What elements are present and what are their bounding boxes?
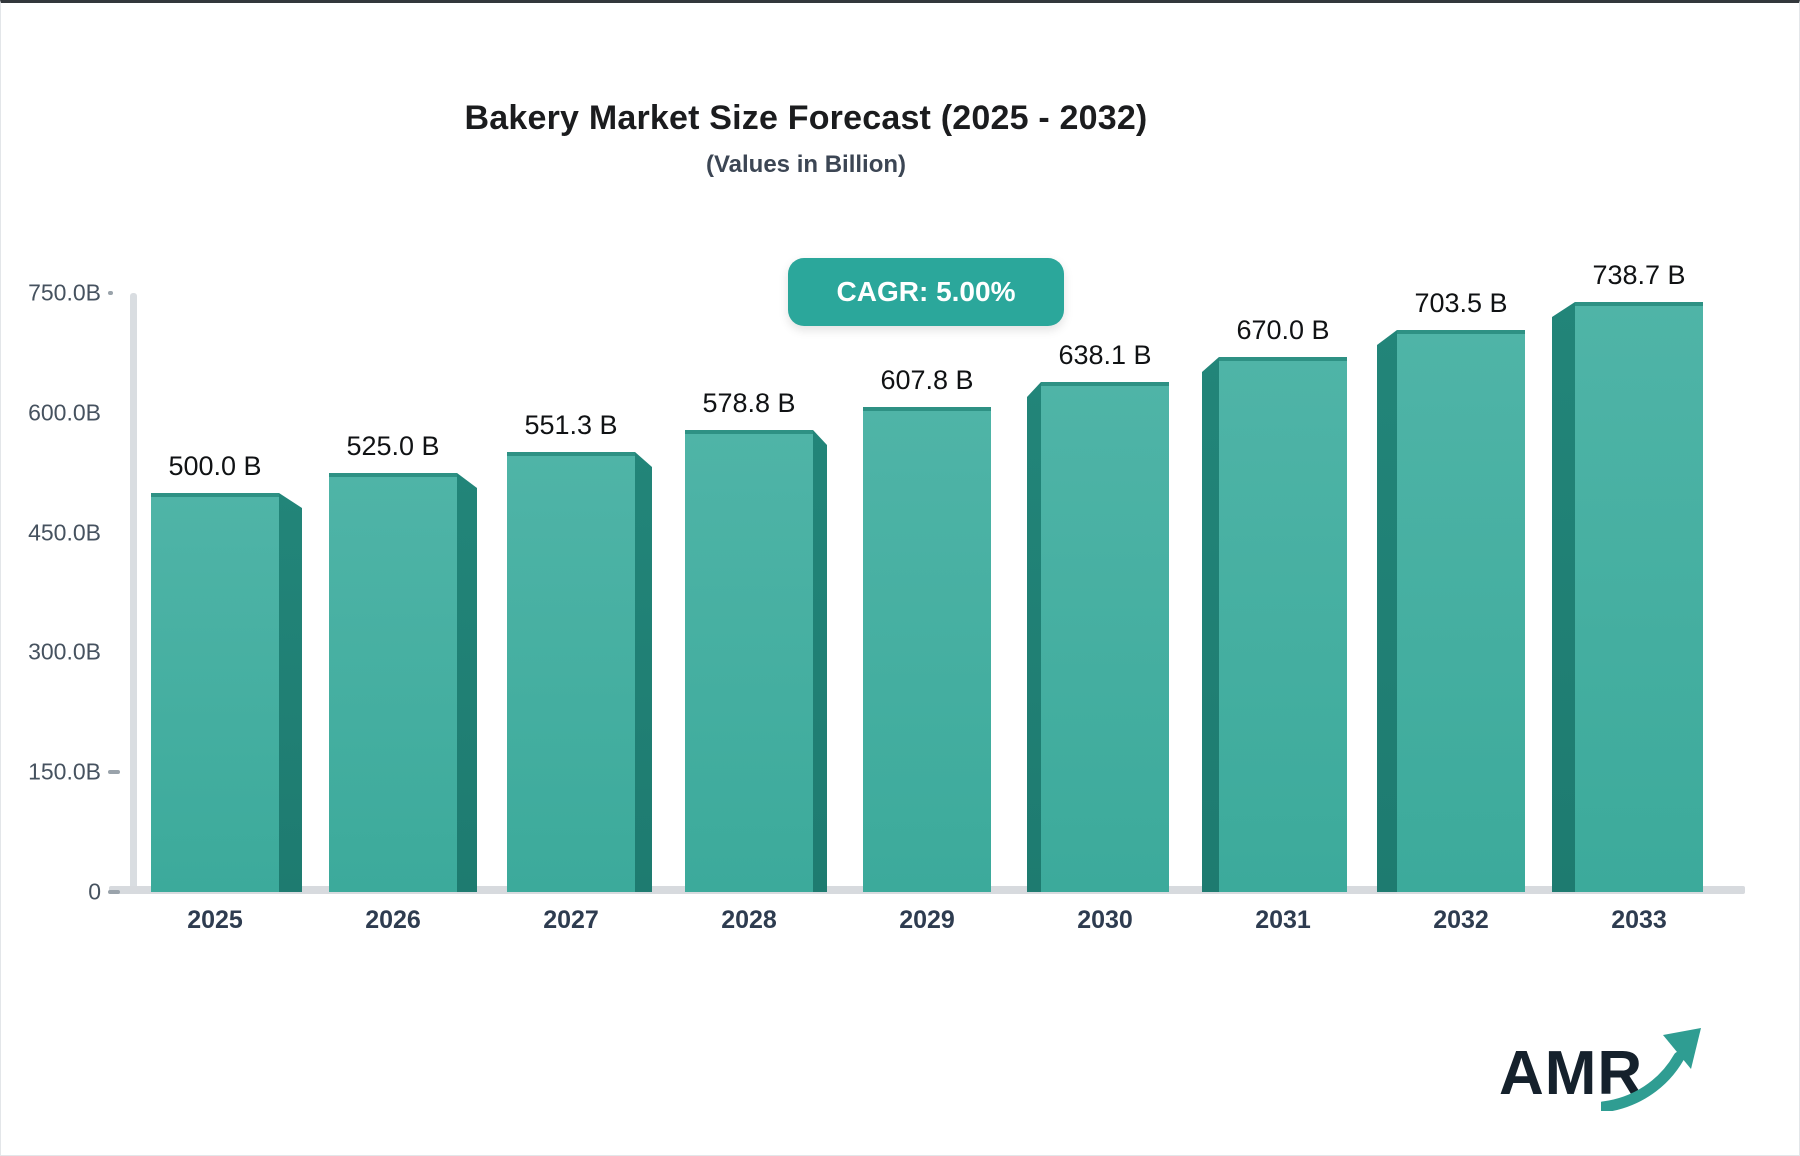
bar-value-label: 638.1 B	[1058, 340, 1152, 370]
amr-logo: AMR	[1499, 1028, 1701, 1117]
cagr-badge-label: CAGR: 5.00%	[836, 276, 1016, 307]
bar-side-face	[1027, 382, 1041, 892]
x-tick-label: 2032	[1433, 906, 1489, 934]
bar-side-face	[813, 430, 827, 892]
x-tick-label: 2030	[1077, 906, 1133, 934]
bar-value-label: 500.0 B	[168, 451, 262, 481]
bar-side-face	[1202, 357, 1219, 892]
bar-side-face	[1552, 302, 1575, 892]
y-tick-label: 450.0B	[28, 519, 101, 546]
bar-side-face	[635, 452, 652, 892]
amr-logo-text: AMR	[1499, 1039, 1644, 1108]
bar-side-face	[457, 473, 477, 892]
bar-value-label: 607.8 B	[880, 365, 974, 395]
bar-2033	[1575, 302, 1703, 892]
chart-subtitle: (Values in Billion)	[705, 151, 907, 178]
y-tick-label: 750.0B	[28, 279, 101, 306]
y-tick-label: 0	[88, 878, 101, 905]
y-tick-mark	[108, 291, 113, 295]
bar-value-label: 578.8 B	[702, 388, 796, 418]
chart-title: Bakery Market Size Forecast (2025 - 2032…	[464, 99, 1148, 137]
bar-side-face	[279, 493, 302, 892]
x-tick-label: 2031	[1255, 906, 1311, 934]
x-tick-label: 2026	[365, 906, 421, 934]
bar-2026	[329, 473, 457, 892]
bar-2029	[863, 407, 991, 892]
x-tick-label: 2033	[1611, 906, 1667, 934]
bar-2028	[685, 430, 813, 892]
bar-2027	[507, 452, 635, 892]
bar-value-label: 703.5 B	[1414, 288, 1508, 318]
x-tick-label: 2029	[899, 906, 955, 934]
y-tick-label: 150.0B	[28, 758, 101, 785]
bar-value-label: 525.0 B	[346, 431, 440, 461]
bar-2030	[1041, 382, 1169, 892]
x-tick-label: 2025	[187, 906, 243, 934]
cagr-badge: CAGR: 5.00%	[788, 258, 1064, 326]
bar-side-face	[1377, 330, 1397, 892]
y-tick-label: 600.0B	[28, 399, 101, 426]
bar-value-label: 738.7 B	[1592, 260, 1686, 290]
bar-2025	[151, 493, 279, 892]
y-tick-label: 300.0B	[28, 638, 101, 665]
x-tick-label: 2027	[543, 906, 599, 934]
y-tick-mark	[108, 770, 120, 775]
y-tick-mark	[108, 890, 120, 894]
growth-arrow-icon	[1601, 1028, 1701, 1111]
bar-2031	[1219, 357, 1347, 892]
bar-2032	[1397, 330, 1525, 892]
y-axis-line	[130, 293, 137, 893]
x-tick-label: 2028	[721, 906, 777, 934]
bar-value-label: 670.0 B	[1236, 315, 1330, 345]
bar-value-label: 551.3 B	[524, 410, 618, 440]
